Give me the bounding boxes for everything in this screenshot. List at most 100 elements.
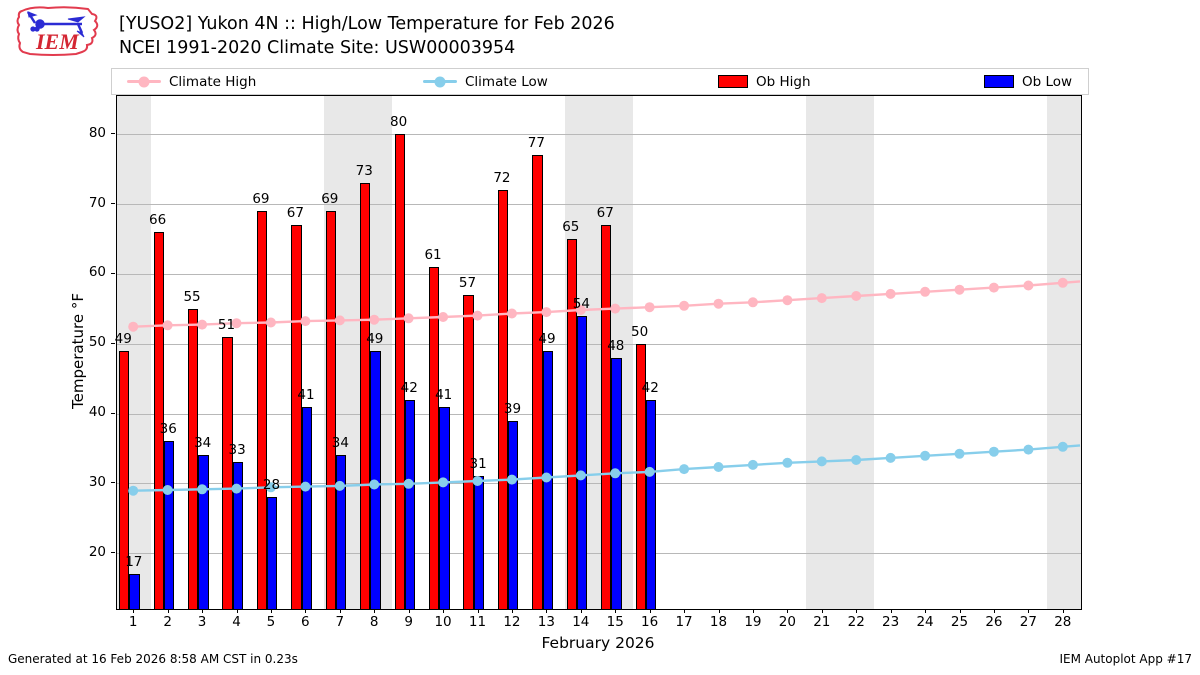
ob-low-bar [129, 574, 140, 609]
ob-low-value-label: 49 [366, 330, 384, 347]
ob-low-bar [439, 406, 450, 609]
ob-low-bar [508, 420, 519, 609]
climate-high-marker [300, 316, 311, 327]
ob-low-value-label: 54 [572, 295, 590, 312]
climate-high-marker [920, 286, 931, 297]
y-tick-label: 50 [88, 334, 106, 351]
climate-low-line-swatch [423, 76, 457, 87]
legend-label: Climate High [169, 73, 257, 90]
x-tick-label: 15 [606, 614, 624, 630]
climate-low-marker [782, 457, 793, 468]
climate-high-marker [713, 298, 724, 309]
ob-low-bar-swatch [984, 75, 1014, 88]
climate-low-marker [920, 450, 931, 461]
x-tick-mark [821, 609, 823, 613]
x-tick-label: 14 [572, 614, 590, 630]
generated-timestamp: Generated at 16 Feb 2026 8:58 AM CST in … [8, 652, 298, 666]
chart-subtitle: NCEI 1991-2020 Climate Site: USW00003954 [119, 38, 516, 58]
ob-low-value-label: 34 [331, 435, 349, 452]
climate-low-marker [988, 446, 999, 457]
y-tick-mark [111, 482, 115, 484]
x-tick-mark [167, 609, 169, 613]
ob-high-bar [428, 267, 440, 609]
x-tick-label: 13 [537, 614, 555, 630]
ob-high-bar [153, 232, 164, 609]
iem-logo: IEM [16, 6, 99, 56]
plot-area [116, 95, 1082, 610]
y-tick-mark [111, 552, 115, 554]
x-tick-mark [133, 609, 135, 613]
ob-low-value-label: 41 [297, 386, 315, 403]
app-credit: IEM Autoplot App #17 [1059, 652, 1192, 666]
climate-low-marker [644, 466, 655, 477]
ob-low-value-label: 48 [607, 337, 625, 354]
x-tick-mark [511, 609, 513, 613]
climate-high-marker [403, 313, 414, 324]
climate-low-marker [231, 483, 242, 494]
y-axis-label: Temperature °F [69, 293, 87, 409]
ob-high-value-label: 55 [183, 288, 201, 305]
ob-low-value-label: 34 [194, 435, 212, 452]
ob-low-bar [232, 462, 243, 609]
ob-high-bar [497, 190, 509, 609]
ob-high-value-label: 51 [217, 316, 236, 333]
x-tick-mark [649, 609, 651, 613]
climate-low-marker [1023, 444, 1034, 455]
climate-high-marker [575, 305, 586, 315]
y-tick-label: 20 [88, 543, 106, 560]
climate-high-marker [954, 284, 965, 295]
ob-high-bar [256, 211, 268, 609]
climate-low-marker [679, 464, 690, 475]
climate-low-marker [369, 479, 380, 490]
x-tick-mark [856, 609, 858, 613]
gridline [117, 204, 1081, 206]
x-tick-mark [580, 609, 582, 613]
ob-low-value-label: 33 [228, 442, 246, 459]
x-axis-label: February 2026 [541, 634, 655, 652]
x-tick-mark [890, 609, 892, 613]
y-tick-label: 60 [88, 264, 106, 281]
y-tick-label: 30 [88, 473, 106, 490]
climate-high-line [133, 280, 1081, 328]
climate-low-marker [541, 472, 552, 483]
climate-high-marker [265, 317, 276, 328]
x-tick-label: 6 [301, 614, 310, 630]
ob-low-bar [163, 441, 175, 609]
ob-high-bar [360, 183, 371, 609]
gridline [117, 553, 1081, 555]
gridline [117, 134, 1081, 136]
climate-low-marker [851, 455, 862, 465]
climate-high-marker [988, 282, 999, 293]
climate-high-marker [334, 315, 345, 326]
climate-high-marker [610, 303, 621, 314]
ob-high-value-label: 65 [562, 219, 580, 236]
ob-high-bar [635, 343, 646, 609]
x-tick-label: 7 [335, 614, 345, 630]
x-tick-mark [959, 609, 961, 613]
x-tick-mark [305, 609, 307, 613]
ob-high-bar [566, 239, 577, 609]
ob-high-value-label: 57 [458, 274, 477, 291]
y-tick-label: 40 [88, 404, 106, 421]
climate-high-marker [128, 321, 139, 332]
climate-lines-layer [128, 277, 1081, 496]
ob-low-bar [267, 497, 278, 609]
ob-high-bar [394, 134, 405, 609]
climate-high-marker [438, 312, 449, 322]
climate-low-marker [472, 476, 483, 486]
climate-high-marker [472, 310, 483, 321]
climate-low-marker [575, 470, 586, 481]
weather-station-glyph [26, 11, 86, 38]
climate-low-marker [197, 484, 208, 495]
weekend-band [840, 96, 875, 609]
climate-high-marker [197, 319, 208, 330]
y-tick-mark [111, 203, 115, 205]
x-tick-mark [374, 609, 376, 613]
climate-high-marker [679, 300, 690, 311]
x-tick-mark [1062, 609, 1064, 613]
ob-high-value-label: 66 [149, 212, 167, 229]
ob-high-value-label: 50 [631, 323, 649, 340]
climate-low-marker [265, 482, 276, 493]
logo-text: IEM [35, 29, 80, 54]
